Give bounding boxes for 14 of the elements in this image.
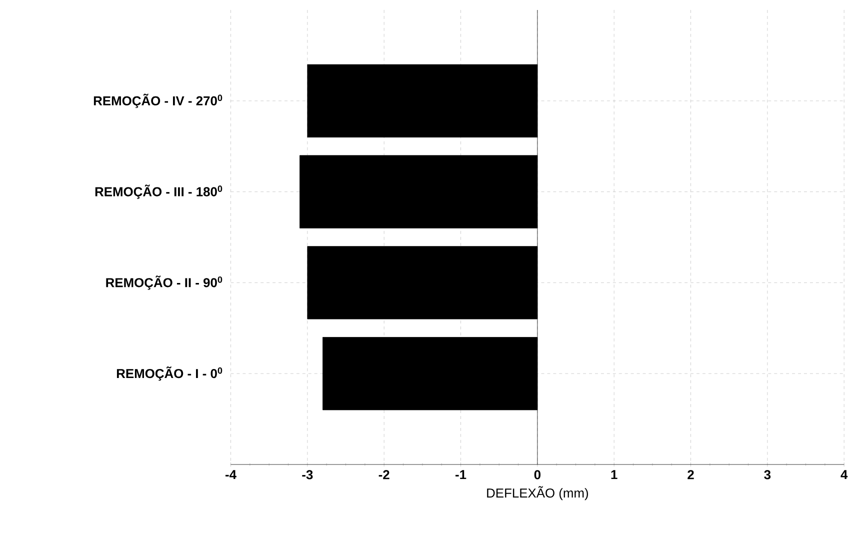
x-tick-label: 4 — [840, 470, 848, 479]
y-tick-label: REMOÇÃO - II - 90$^{0}$ — [106, 275, 222, 290]
x-tick-label: 0 — [534, 470, 540, 480]
x-axis-title: DEFLEXÃO (mm) — [487, 486, 588, 500]
x-tick-label: -4 — [226, 470, 236, 479]
x-tick-label: 3 — [764, 470, 771, 480]
x-tick-label: -2 — [378, 470, 390, 479]
x-tick-label: 1 — [611, 470, 618, 479]
x-tick-label: 2 — [688, 470, 694, 479]
y-tick-label: REMOÇÃO - III - 180$^{0}$ — [95, 184, 222, 199]
y-tick-label: REMOÇÃO - IV - 270$^{0}$ — [94, 94, 222, 108]
x-tick-label: -1 — [456, 470, 466, 479]
y-tick-label: REMOÇÃO - I - 0$^{0}$ — [116, 366, 222, 380]
x-tick-label: -3 — [302, 470, 313, 480]
